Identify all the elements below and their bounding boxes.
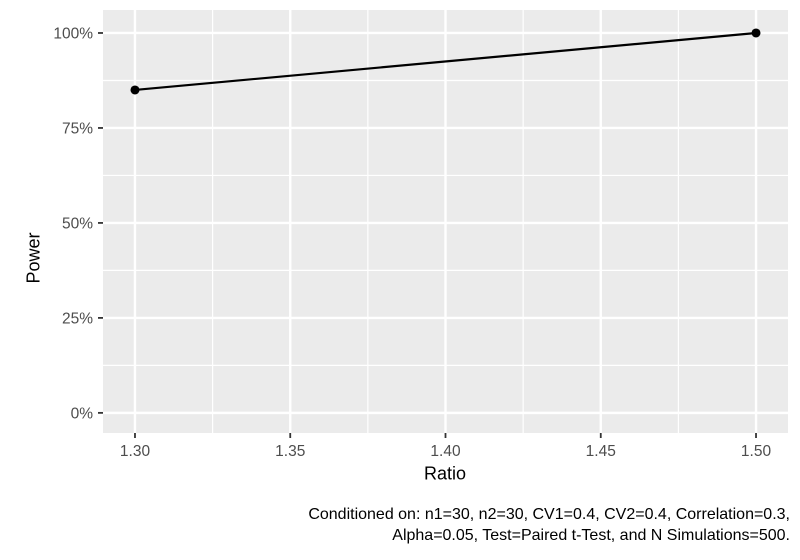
y-tick-label: 0% (71, 405, 94, 422)
x-tick-label: 1.50 (741, 443, 772, 460)
plot-panel: 1.30 1.35 1.40 1.45 1.50 0% 25% 50% 75% 100% (53, 10, 788, 460)
x-tick-label: 1.30 (120, 443, 151, 460)
x-axis-title: Ratio (423, 463, 467, 484)
power-line (134, 31, 757, 92)
x-tick-label: 1.45 (586, 443, 616, 460)
y-tick-label: 50% (62, 215, 93, 232)
x-tick-label: 1.40 (430, 443, 461, 460)
data-point (751, 28, 761, 38)
y-axis-title: Power (23, 232, 44, 284)
caption-line-1: Conditioned on: n1=30, n2=30, CV1=0.4, C… (308, 506, 790, 523)
x-tick-label: 1.35 (275, 443, 305, 460)
caption-line-2: Alpha=0.05, Test=Paired t-Test, and N Si… (392, 527, 790, 544)
y-tick-label: 75% (62, 120, 93, 137)
y-tick-label: 25% (62, 310, 93, 327)
plot-caption: Conditioned on: n1=30, n2=30, CV1=0.4, C… (308, 504, 790, 546)
data-point (130, 85, 140, 95)
y-tick-label: 100% (53, 25, 93, 42)
